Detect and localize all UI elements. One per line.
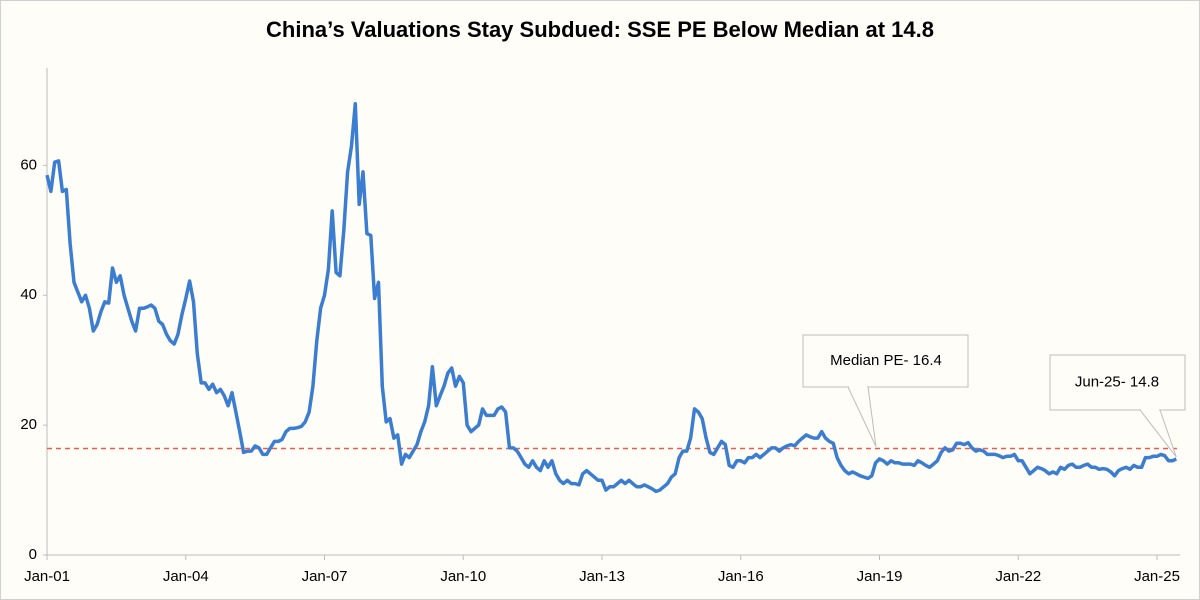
annotation: Median PE- 16.4 [830, 352, 942, 369]
callout-pointer [847, 386, 877, 447]
callout-box [802, 334, 969, 388]
y-tick-label: 60 [20, 156, 37, 173]
annotation: Jun-25- 14.8 [1075, 373, 1159, 390]
y-tick-label: 40 [20, 286, 37, 303]
x-tick-label: Jan-22 [995, 568, 1041, 585]
x-tick-label: Jan-25 [1134, 568, 1180, 585]
x-tick-label: Jan-07 [302, 568, 348, 585]
x-tick-label: Jan-04 [163, 568, 209, 585]
x-tick-label: Jan-01 [24, 568, 70, 585]
y-tick-label: 0 [29, 546, 37, 563]
y-tick-label: 20 [20, 416, 37, 433]
callout-pointer [1139, 409, 1177, 458]
x-tick-label: Jan-19 [857, 568, 903, 585]
x-tick-label: Jan-10 [440, 568, 486, 585]
x-tick-label: Jan-13 [579, 568, 625, 585]
x-tick-label: Jan-16 [718, 568, 764, 585]
callout-box [1049, 354, 1186, 411]
chart-title: China’s Valuations Stay Subdued: SSE PE … [266, 17, 934, 42]
pe-line [45, 101, 1178, 494]
